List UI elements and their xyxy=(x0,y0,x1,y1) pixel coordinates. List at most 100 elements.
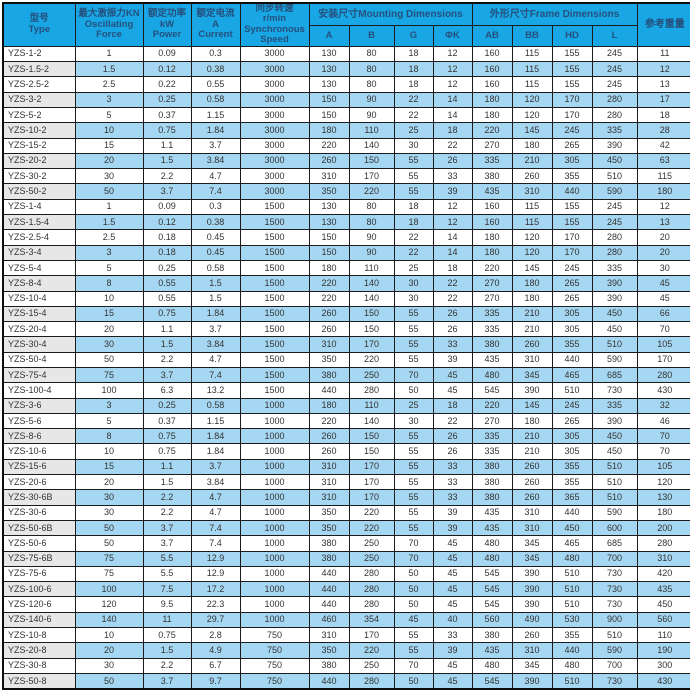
cell-value: 18 xyxy=(432,259,473,277)
cell-value: 1000 xyxy=(239,596,310,613)
cell-value: 3.7 xyxy=(142,535,192,552)
cell-value: 160 xyxy=(471,45,513,63)
table-row: YZS-10-2 10 0.75 1.84 3000 180 110 25 18 220 145 24… xyxy=(2,122,690,139)
cell-value: 22 xyxy=(432,137,473,154)
cell-value: 2.8 xyxy=(190,627,241,644)
cell-value: 18 xyxy=(432,122,473,139)
cell-value: 55 xyxy=(393,443,434,460)
cell-value: 0.58 xyxy=(190,91,241,108)
cell-model: YZS-20-4 xyxy=(2,321,76,338)
cell-value: 11 xyxy=(636,45,690,63)
cell-value: 435 xyxy=(471,519,513,537)
cell-value: 220 xyxy=(471,259,513,277)
cell-value: 220 xyxy=(471,122,513,139)
cell-value: 12 xyxy=(432,198,473,216)
table-row: YZS-75-4 75 3.7 7.4 1500 380 250 70 45 480 345 465 6… xyxy=(2,366,690,384)
cell-value: 250 xyxy=(348,657,395,674)
cell-value: 1.5 xyxy=(142,474,192,491)
cell-value: 1000 xyxy=(239,412,310,430)
cell-value: 730 xyxy=(591,581,638,598)
cell-model: YZS-100-4 xyxy=(2,382,76,399)
cell-value: 150 xyxy=(348,305,395,323)
cell-model: YZS-30-6B xyxy=(2,489,76,506)
cell-value: 560 xyxy=(471,611,513,629)
cell-value: 180 xyxy=(636,504,690,521)
cell-value: 260 xyxy=(308,321,350,338)
cell-value: 55 xyxy=(393,474,434,491)
cell-value: 380 xyxy=(471,458,513,476)
cell-value: 3000 xyxy=(239,168,310,185)
cell-value: 33 xyxy=(432,336,473,353)
cell-value: 310 xyxy=(511,183,553,200)
cell-value: 12 xyxy=(432,214,473,231)
cell-value: 45 xyxy=(432,366,473,384)
cell-value: 0.75 xyxy=(142,428,192,445)
col-header-hd: HD xyxy=(551,25,593,47)
cell-value: 63 xyxy=(636,152,690,170)
cell-value: 430 xyxy=(636,382,690,399)
cell-value: 0.75 xyxy=(142,305,192,323)
cell-value: 440 xyxy=(308,565,350,583)
cell-value: 130 xyxy=(308,76,350,93)
cell-value: 270 xyxy=(471,137,513,154)
cell-value: 260 xyxy=(511,489,553,506)
cell-value: 26 xyxy=(432,305,473,323)
cell-value: 435 xyxy=(471,183,513,200)
cell-value: 750 xyxy=(239,657,310,674)
cell-value: 55 xyxy=(393,428,434,445)
cell-value: 66 xyxy=(636,305,690,323)
cell-value: 7.4 xyxy=(190,183,241,200)
table-row: YZS-10-6 10 0.75 1.84 1000 260 150 55 26 335 210 30… xyxy=(2,443,690,460)
cell-model: YZS-8-6 xyxy=(2,428,76,445)
cell-value: 25 xyxy=(393,122,434,139)
cell-value: 130 xyxy=(636,489,690,506)
cell-value: 420 xyxy=(636,565,690,583)
table-row: YZS-30-6 30 2.2 4.7 1000 350 220 55 39 435 310 440 5… xyxy=(2,504,690,521)
cell-value: 170 xyxy=(348,336,395,353)
cell-value: 39 xyxy=(432,642,473,659)
cell-value: 20 xyxy=(636,229,690,246)
cell-value: 45 xyxy=(636,290,690,307)
cell-model: YZS-10-8 xyxy=(2,627,76,644)
cell-value: 335 xyxy=(471,152,513,170)
cell-value: 50 xyxy=(393,565,434,583)
cell-value: 545 xyxy=(471,565,513,583)
cell-value: 5 xyxy=(74,412,144,430)
cell-value: 2.2 xyxy=(142,504,192,521)
cell-value: 22 xyxy=(393,106,434,124)
cell-value: 510 xyxy=(591,458,638,476)
table-row: YZS-15-2 15 1.1 3.7 3000 220 140 30 22 270 180 265 3… xyxy=(2,137,690,154)
cell-value: 1 xyxy=(74,198,144,216)
cell-value: 30 xyxy=(636,259,690,277)
table-row: YZS-15-6 15 1.1 3.7 1000 310 170 55 33 380 260 355 5… xyxy=(2,458,690,476)
cell-value: 12 xyxy=(636,61,690,78)
cell-value: 26 xyxy=(432,152,473,170)
cell-value: 120 xyxy=(511,91,553,108)
cell-value: 115 xyxy=(511,76,553,93)
cell-value: 355 xyxy=(551,168,593,185)
cell-value: 160 xyxy=(471,76,513,93)
cell-value: 7.4 xyxy=(190,535,241,552)
cell-value: 26 xyxy=(432,321,473,338)
cell-value: 140 xyxy=(348,290,395,307)
cell-value: 220 xyxy=(308,275,350,292)
cell-value: 45 xyxy=(636,275,690,292)
cell-value: 39 xyxy=(432,504,473,521)
cell-value: 245 xyxy=(551,259,593,277)
cell-value: 33 xyxy=(432,458,473,476)
cell-value: 7.4 xyxy=(190,519,241,537)
cell-value: 8 xyxy=(74,428,144,445)
cell-model: YZS-15-2 xyxy=(2,137,76,154)
cell-value: 40 xyxy=(432,611,473,629)
table-row: YZS-50-6B 50 3.7 7.4 1000 350 220 55 39 435 310 450… xyxy=(2,519,690,537)
cell-value: 110 xyxy=(636,627,690,644)
cell-model: YZS-20-2 xyxy=(2,152,76,170)
cell-value: 310 xyxy=(636,550,690,567)
cell-value: 0.37 xyxy=(142,106,192,124)
cell-value: 0.3 xyxy=(190,45,241,63)
cell-value: 1500 xyxy=(239,259,310,277)
cell-model: YZS-3-2 xyxy=(2,91,76,108)
cell-value: 1.15 xyxy=(190,412,241,430)
cell-value: 260 xyxy=(308,443,350,460)
